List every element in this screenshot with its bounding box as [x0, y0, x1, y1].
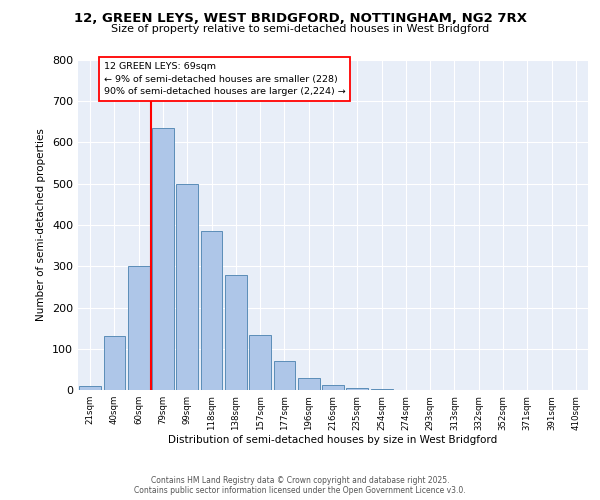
Bar — [79, 386, 101, 390]
Bar — [322, 384, 344, 390]
Text: 12, GREEN LEYS, WEST BRIDGFORD, NOTTINGHAM, NG2 7RX: 12, GREEN LEYS, WEST BRIDGFORD, NOTTINGH… — [74, 12, 527, 26]
Text: Size of property relative to semi-detached houses in West Bridgford: Size of property relative to semi-detach… — [111, 24, 489, 34]
Bar — [249, 335, 271, 390]
Bar — [200, 231, 223, 390]
Bar — [104, 336, 125, 390]
Bar — [128, 266, 149, 390]
Bar — [225, 276, 247, 390]
Bar — [298, 378, 320, 390]
Bar — [176, 184, 198, 390]
Y-axis label: Number of semi-detached properties: Number of semi-detached properties — [37, 128, 46, 322]
Text: 12 GREEN LEYS: 69sqm
← 9% of semi-detached houses are smaller (228)
90% of semi-: 12 GREEN LEYS: 69sqm ← 9% of semi-detach… — [104, 62, 345, 96]
Bar — [152, 128, 174, 390]
Bar — [274, 361, 295, 390]
Bar — [371, 389, 392, 390]
Bar — [346, 388, 368, 390]
Text: Contains HM Land Registry data © Crown copyright and database right 2025.
Contai: Contains HM Land Registry data © Crown c… — [134, 476, 466, 495]
X-axis label: Distribution of semi-detached houses by size in West Bridgford: Distribution of semi-detached houses by … — [169, 436, 497, 446]
